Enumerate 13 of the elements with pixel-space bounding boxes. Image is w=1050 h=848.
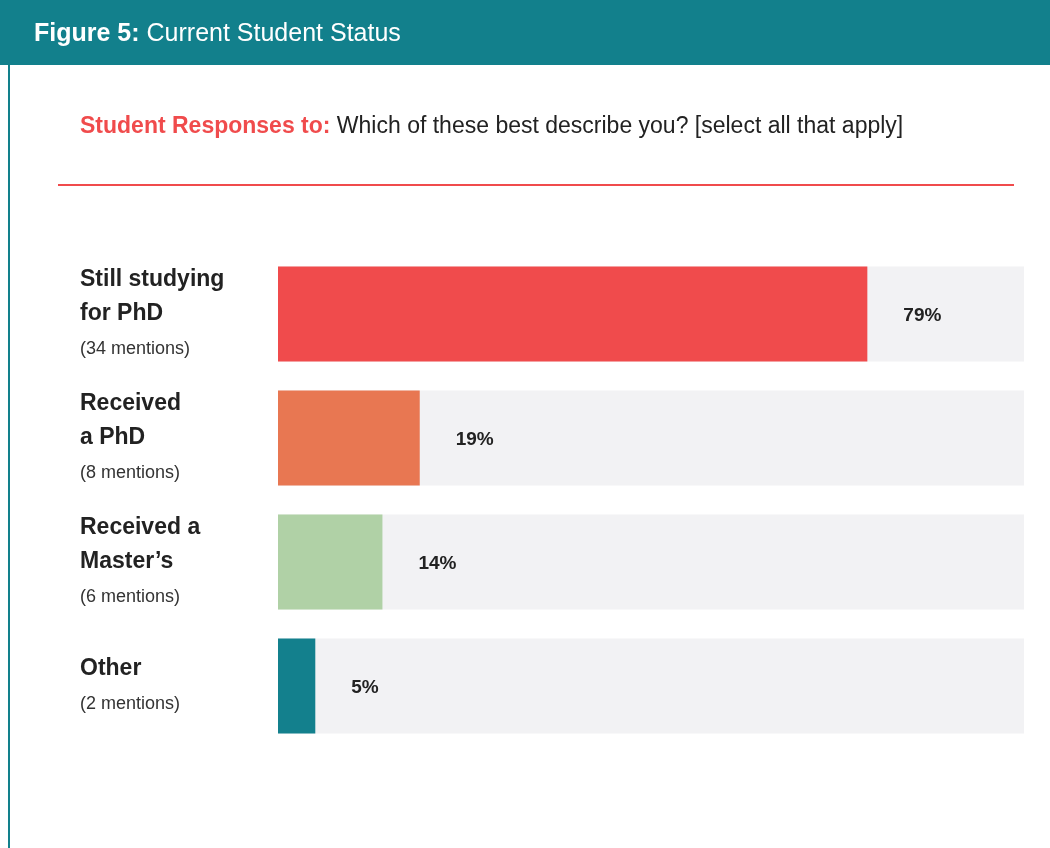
y-tick-label: Still studying for PhD (34 mentions) [80, 265, 225, 358]
bar [278, 390, 420, 486]
y-tick-label: Other (2 mentions) [80, 654, 181, 713]
bar [278, 638, 316, 734]
data-label: 5% [351, 675, 379, 697]
data-label: 19% [455, 427, 494, 449]
chart-title: Figure 5: Current Student Status [0, 0, 1050, 65]
y-tick-label: Received a PhD (8 mentions) [80, 389, 182, 482]
bar [278, 514, 383, 610]
chart-subtitle: Student Responses to: Which of these best describe you? [select all that apply] [80, 112, 904, 139]
y-tick-label: Received a Master’s (6 mentions) [80, 513, 201, 606]
data-label: 79% [903, 303, 942, 325]
data-label: 14% [418, 551, 457, 573]
